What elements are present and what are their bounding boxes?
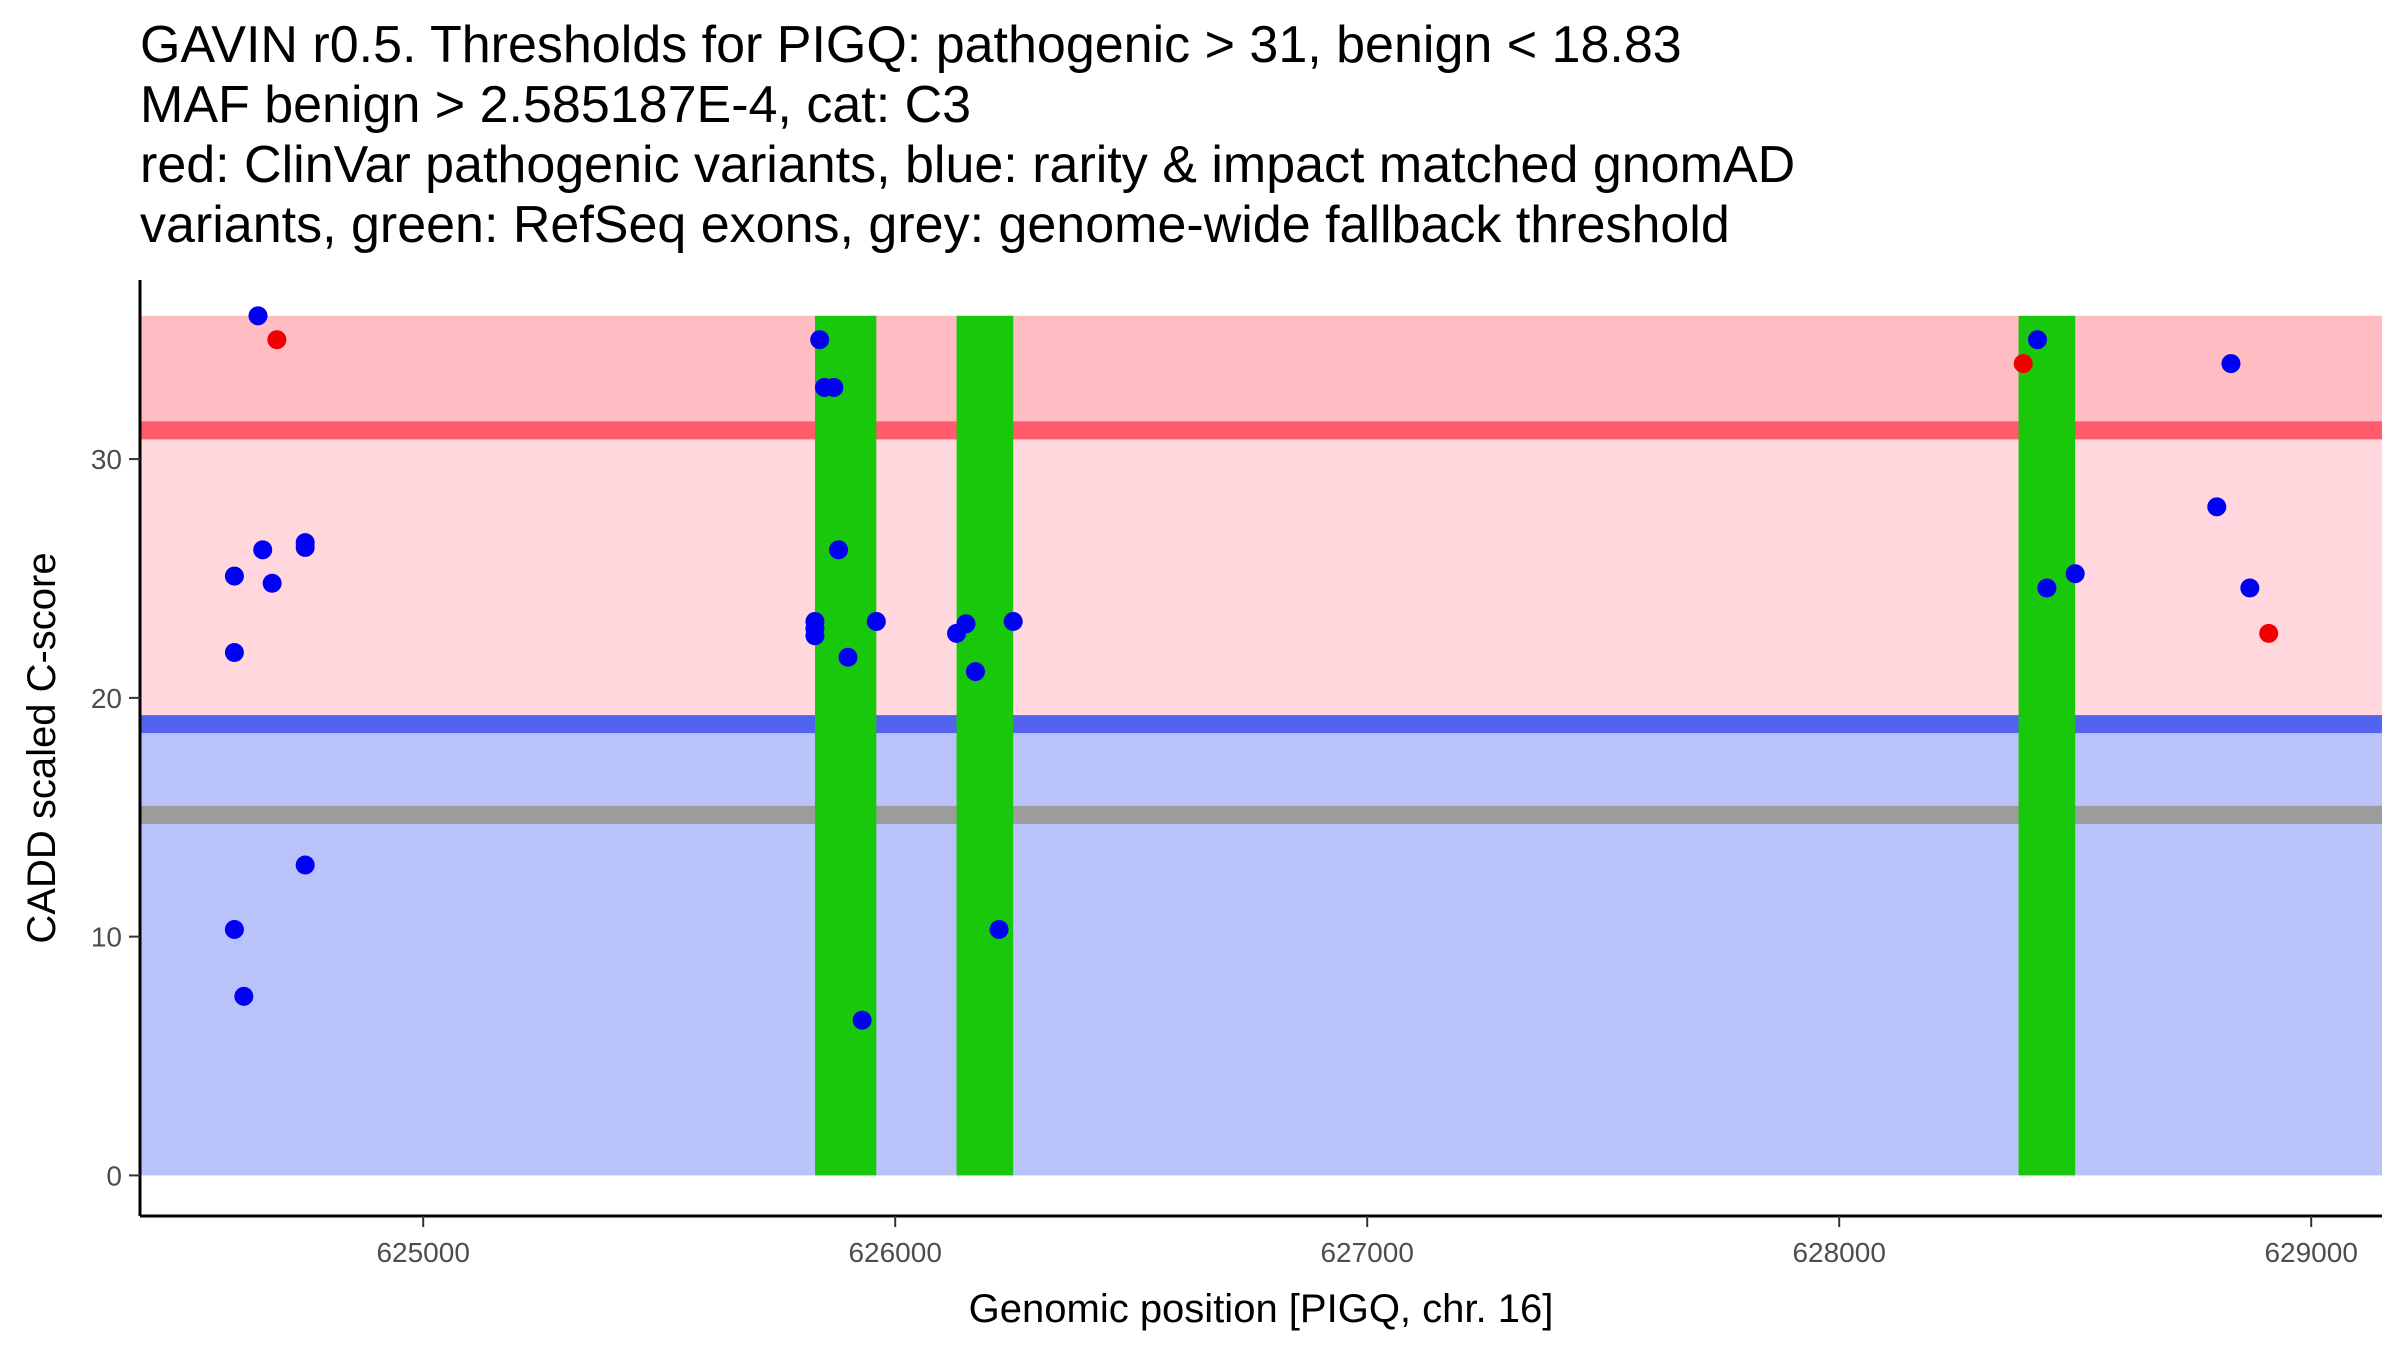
gnomad-variant-point <box>2065 564 2085 584</box>
clinvar-variant-point <box>267 330 287 350</box>
y-tick-label: 20 <box>91 683 122 714</box>
exon-region-2 <box>956 315 1014 1176</box>
gnomad-variant-point <box>253 540 273 560</box>
gnomad-variant-point <box>2207 497 2227 517</box>
y-tick-label: 30 <box>91 444 122 475</box>
gnomad-variant-point <box>2240 578 2260 598</box>
gnomad-variant-point <box>224 642 244 662</box>
title-line-3: red: ClinVar pathogenic variants, blue: … <box>140 136 1795 194</box>
gnomad-variant-point <box>824 377 844 397</box>
gnomad-variant-point <box>234 986 254 1006</box>
clinvar-variant-point <box>2259 623 2279 643</box>
gnomad-variant-point <box>838 647 858 667</box>
gnomad-variant-point <box>956 614 976 634</box>
gnomad-variant-point <box>866 611 886 631</box>
gnomad-variant-point <box>224 919 244 939</box>
threshold-lines <box>140 421 2382 824</box>
y-axis-title: CADD scaled C-score <box>20 552 64 943</box>
y-tick-label: 0 <box>106 1160 122 1191</box>
gnomad-variant-point <box>2027 330 2047 350</box>
gnomad-variant-point <box>805 626 825 646</box>
pathogenic-zone-upper-band <box>140 315 2382 436</box>
pathogenic-zone-lower-band <box>140 435 2382 726</box>
chart-title: GAVIN r0.5. Thresholds for PIGQ: pathoge… <box>140 16 1795 254</box>
gnomad-variant-point <box>248 306 268 326</box>
exon-region-3 <box>2018 315 2076 1176</box>
benign-zone-band <box>140 725 2382 1176</box>
axis-ticks: 625000 626000 627000 628000 629000 0 10 20 30 <box>91 444 2358 1268</box>
gnomad-variant-point <box>1003 611 1023 631</box>
gnomad-variant-point <box>295 855 315 875</box>
exon-regions <box>814 315 2076 1176</box>
title-line-1: GAVIN r0.5. Thresholds for PIGQ: pathoge… <box>140 16 1682 74</box>
exon-region-1 <box>814 315 877 1176</box>
gnomad-variant-point <box>224 566 244 586</box>
title-line-2: MAF benign > 2.585187E-4, cat: C3 <box>140 76 971 134</box>
x-tick-label: 626000 <box>848 1237 941 1268</box>
clinvar-variant-point <box>2013 354 2033 374</box>
axes <box>138 280 2382 1218</box>
gnomad-variant-point <box>965 662 985 682</box>
gnomad-variant-point <box>852 1010 872 1030</box>
x-tick-label: 627000 <box>1320 1237 1413 1268</box>
gnomad-variant-point <box>989 919 1009 939</box>
gnomad-variant-point <box>810 330 830 350</box>
gnomad-variant-point <box>295 537 315 557</box>
x-tick-label: 629000 <box>2264 1237 2357 1268</box>
x-tick-label: 628000 <box>1792 1237 1885 1268</box>
gnomad-variant-point <box>829 540 849 560</box>
x-axis-title: Genomic position [PIGQ, chr. 16] <box>969 1287 1554 1331</box>
score-zone-bands <box>140 315 2382 1176</box>
title-line-4: variants, green: RefSeq exons, grey: gen… <box>140 196 1730 254</box>
gnomad-variant-point <box>262 573 282 593</box>
gnomad-variant-point <box>2037 578 2057 598</box>
x-tick-label: 625000 <box>376 1237 469 1268</box>
variant-points <box>224 306 2279 1030</box>
gnomad-variant-point <box>2221 354 2241 374</box>
y-tick-label: 10 <box>91 922 122 953</box>
